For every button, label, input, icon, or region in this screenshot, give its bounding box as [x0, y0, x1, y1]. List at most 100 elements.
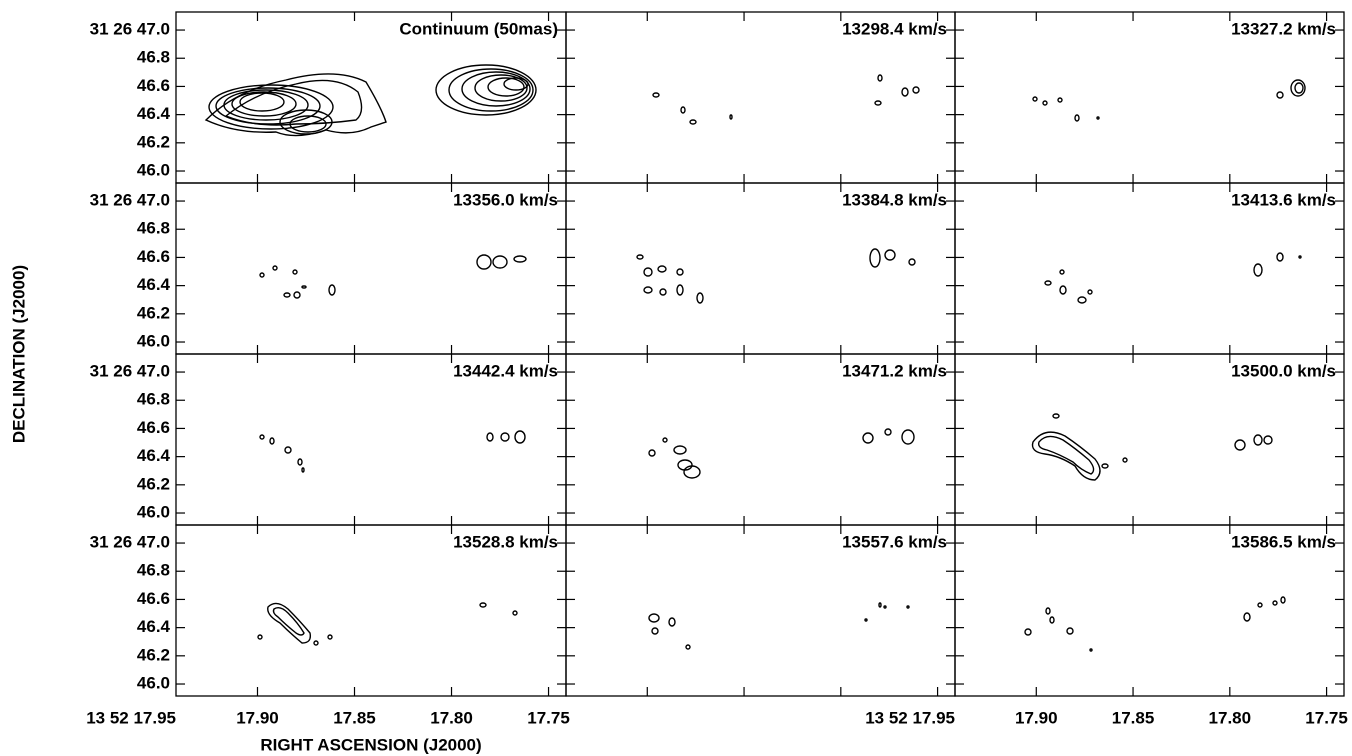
contour [328, 284, 336, 296]
panel-label: 13384.8 km/s [842, 190, 947, 209]
x-tick-label: 13 52 17.95 [86, 708, 176, 727]
contour [269, 437, 275, 445]
contour [668, 617, 676, 627]
y-tick-label: 46.0 [137, 332, 170, 351]
contour [1257, 602, 1263, 608]
contour [1243, 612, 1251, 622]
panel-label: 13586.5 km/s [1231, 532, 1336, 551]
contour [272, 265, 278, 271]
contour [500, 432, 510, 442]
y-tick-label: 46.4 [137, 104, 171, 123]
x-tick-label: 17.75 [1305, 708, 1348, 727]
contour [1089, 648, 1093, 652]
contour [293, 291, 301, 299]
contour [284, 446, 292, 454]
contour [689, 119, 697, 125]
contour [476, 254, 492, 270]
contour [1074, 114, 1080, 122]
contour [448, 68, 534, 112]
x-tick-label: 17.85 [333, 708, 376, 727]
contour [676, 284, 684, 296]
contour [652, 92, 660, 98]
y-tick-label: 46.8 [137, 390, 170, 409]
contour [1253, 263, 1263, 277]
contour [435, 64, 537, 116]
y-tick-label: 46.8 [137, 219, 170, 238]
contour [1077, 296, 1087, 304]
y-tick-label: 31 26 47.0 [90, 362, 170, 381]
contour [648, 449, 656, 457]
contour [231, 91, 297, 117]
contours [1044, 252, 1302, 304]
contour [1042, 100, 1048, 106]
contour [685, 644, 691, 650]
contours [636, 248, 916, 304]
y-tick-label: 46.0 [137, 503, 170, 522]
contour [877, 74, 883, 82]
contour [1044, 280, 1052, 286]
contour [901, 87, 909, 97]
contour [662, 437, 668, 443]
panel-label: 13528.8 km/s [453, 532, 558, 551]
contours [648, 602, 910, 650]
contour [680, 106, 686, 114]
contour [259, 272, 265, 278]
y-tick-label: 46.2 [137, 474, 170, 493]
contour [729, 114, 733, 120]
y-tick-label: 46.2 [137, 132, 170, 151]
contour [906, 605, 910, 609]
x-tick-label: 17.85 [1112, 708, 1155, 727]
panel-label: 13471.2 km/s [842, 361, 947, 380]
contours [259, 254, 527, 299]
contour [1059, 269, 1065, 275]
contours [648, 428, 915, 479]
panel-label: 13298.4 km/s [842, 19, 947, 38]
contour [301, 467, 305, 473]
contour [259, 434, 265, 440]
x-tick-label: 17.75 [527, 708, 570, 727]
contour [1272, 600, 1278, 606]
contour [267, 602, 312, 644]
contour [683, 465, 701, 479]
contour [643, 267, 653, 277]
contour [1052, 413, 1060, 419]
contour [283, 292, 291, 298]
contour [514, 430, 526, 444]
contour [1263, 435, 1273, 445]
contour [487, 77, 525, 97]
contour [1059, 285, 1067, 295]
x-tick-label: 17.80 [1209, 708, 1252, 727]
y-tick-label: 31 26 47.0 [90, 533, 170, 552]
x-tick-label: 17.90 [236, 708, 279, 727]
contour [901, 429, 915, 445]
contour [1234, 439, 1246, 451]
contour [659, 288, 667, 296]
contour [503, 77, 529, 91]
y-tick-label: 46.8 [137, 561, 170, 580]
contours [1031, 413, 1273, 481]
contour [643, 286, 653, 294]
panel-label: 13557.6 km/s [842, 532, 947, 551]
y-tick-label: 46.6 [137, 418, 170, 437]
contour [884, 249, 896, 261]
y-tick-label: 46.4 [137, 617, 171, 636]
contour [1087, 289, 1093, 295]
contours [1032, 79, 1306, 122]
contour [1037, 435, 1095, 475]
contour [1057, 97, 1063, 103]
panel-label: Continuum (50mas) [399, 19, 558, 38]
contour [1101, 463, 1109, 469]
y-tick-label: 31 26 47.0 [90, 191, 170, 210]
contour [1049, 616, 1055, 624]
y-tick-label: 31 26 47.0 [90, 20, 170, 39]
contour [864, 618, 868, 622]
contour [1298, 255, 1302, 259]
panel-label: 13442.4 km/s [453, 361, 558, 380]
contour [327, 634, 333, 640]
contour [908, 258, 916, 266]
y-tick-label: 46.0 [137, 161, 170, 180]
contour [313, 640, 319, 646]
contour [272, 606, 305, 636]
contour [479, 602, 487, 608]
